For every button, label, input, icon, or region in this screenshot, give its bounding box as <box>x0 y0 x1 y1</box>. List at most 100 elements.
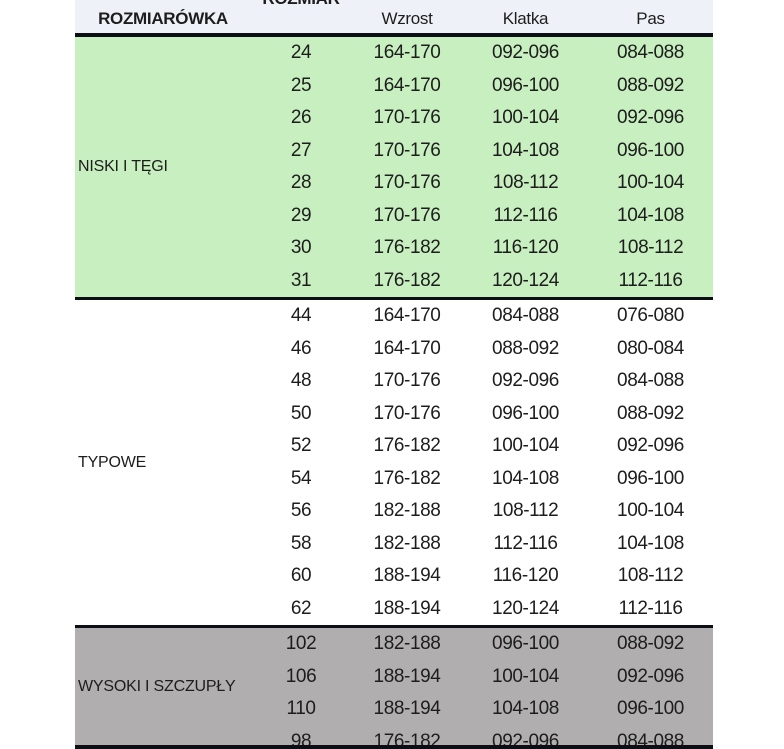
label-column-spacer <box>75 232 251 265</box>
table-row: 24 164-170 092-096 084-088 <box>75 37 713 70</box>
pas-cell: 108-112 <box>617 565 684 587</box>
size-cell: 58 <box>290 532 312 554</box>
label-column-spacer <box>75 693 251 726</box>
pas-cell: 084-088 <box>617 42 684 64</box>
klatka-cell: 116-120 <box>492 237 559 259</box>
size-cell: 28 <box>290 172 312 194</box>
wzrost-cell: 176-182 <box>373 467 441 489</box>
pas-cell: 084-088 <box>617 730 684 745</box>
pas-cell: 104-108 <box>617 204 684 226</box>
size-cell: 106 <box>285 665 317 687</box>
wzrost-cell: 182-188 <box>373 500 441 522</box>
pas-cell: 112-116 <box>618 597 683 619</box>
label-column-spacer <box>75 528 251 561</box>
header-rozmiar-cell: ROZMIAR <box>251 0 351 33</box>
table-row: 56 182-188 108-112 100-104 <box>75 495 713 528</box>
header-divider-rule <box>75 33 713 37</box>
size-cell: 44 <box>290 305 312 327</box>
table-row: 46 164-170 088-092 080-084 <box>75 333 713 366</box>
size-cell: 50 <box>290 402 312 424</box>
table-row: 52 176-182 100-104 092-096 <box>75 430 713 463</box>
size-cell: 54 <box>290 467 312 489</box>
label-column-spacer <box>75 333 251 366</box>
pas-cell: 088-092 <box>617 74 684 96</box>
table-row: 62 188-194 120-124 112-116 <box>75 593 713 626</box>
table-row: 29 170-176 112-116 104-108 <box>75 200 713 233</box>
klatka-cell: 100-104 <box>492 435 559 457</box>
size-cell: 98 <box>290 730 312 745</box>
bottom-rule <box>75 745 713 749</box>
klatka-cell: 104-108 <box>492 139 559 161</box>
klatka-cell: 112-116 <box>493 204 558 226</box>
section-label: TYPOWE <box>78 453 147 471</box>
table-row: 60 188-194 116-120 108-112 <box>75 560 713 593</box>
klatka-cell: 092-096 <box>492 370 559 392</box>
wzrost-cell: 164-170 <box>373 74 441 96</box>
size-cell: 102 <box>285 633 317 655</box>
header-rozmiar: ROZMIAR <box>262 0 340 9</box>
table-sections: NISKI I TĘGI 24 164-170 092-096 084-088 25 164… <box>75 37 713 745</box>
size-cell: 62 <box>290 597 312 619</box>
pas-cell: 080-084 <box>617 337 684 359</box>
pas-cell: 100-104 <box>617 172 684 194</box>
pas-cell: 104-108 <box>617 532 684 554</box>
pas-cell: 088-092 <box>617 633 684 655</box>
klatka-cell: 092-096 <box>492 42 559 64</box>
pas-cell: 092-096 <box>617 435 684 457</box>
pas-cell: 108-112 <box>617 237 684 259</box>
size-cell: 29 <box>290 204 312 226</box>
label-column-spacer <box>75 593 251 626</box>
table-row: 44 164-170 084-088 076-080 <box>75 300 713 333</box>
table-row: 58 182-188 112-116 104-108 <box>75 528 713 561</box>
wzrost-cell: 170-176 <box>373 402 441 424</box>
table-header-row: ROZMIARÓWKA ROZMIAR Wzrost Klatka Pas <box>75 0 713 33</box>
label-column-spacer <box>75 495 251 528</box>
table-row: 28 170-176 108-112 100-104 <box>75 167 713 200</box>
table-row: 31 176-182 120-124 112-116 <box>75 265 713 298</box>
table-row: 50 170-176 096-100 088-092 <box>75 398 713 431</box>
label-column-spacer <box>75 37 251 70</box>
pas-cell: 096-100 <box>617 698 684 720</box>
header-rozmiarowka: ROZMIARÓWKA <box>98 9 228 28</box>
table-row: 30 176-182 116-120 108-112 <box>75 232 713 265</box>
klatka-cell: 120-124 <box>492 597 559 619</box>
wzrost-cell: 170-176 <box>373 107 441 129</box>
size-cell: 27 <box>290 139 312 161</box>
table-row: 110 188-194 104-108 096-100 <box>75 693 713 726</box>
table-row: 102 182-188 096-100 088-092 <box>75 628 713 661</box>
label-column-spacer <box>75 102 251 135</box>
table-row: 25 164-170 096-100 088-092 <box>75 70 713 103</box>
size-cell: 31 <box>290 269 312 291</box>
size-cell: 52 <box>290 435 312 457</box>
pas-cell: 100-104 <box>617 500 684 522</box>
size-cell: 30 <box>290 237 312 259</box>
label-column-spacer <box>75 300 251 333</box>
label-column-spacer <box>75 70 251 103</box>
table-row: 48 170-176 092-096 084-088 <box>75 365 713 398</box>
size-cell: 48 <box>290 370 312 392</box>
klatka-cell: 116-120 <box>492 565 559 587</box>
table-row: 54 176-182 104-108 096-100 <box>75 463 713 496</box>
wzrost-cell: 176-182 <box>373 237 441 259</box>
section-label: WYSOKI I SZCZUPŁY <box>78 677 236 695</box>
section-label: NISKI I TĘGI <box>78 158 168 175</box>
wzrost-cell: 188-194 <box>373 665 441 687</box>
header-klatka: Klatka <box>502 9 549 28</box>
wzrost-cell: 176-182 <box>373 730 441 745</box>
klatka-cell: 096-100 <box>492 74 559 96</box>
klatka-cell: 120-124 <box>492 269 559 291</box>
label-column-spacer <box>75 398 251 431</box>
klatka-cell: 108-112 <box>492 172 559 194</box>
klatka-cell: 100-104 <box>492 107 559 129</box>
wzrost-cell: 188-194 <box>373 698 441 720</box>
klatka-cell: 104-108 <box>492 698 559 720</box>
pas-cell: 096-100 <box>617 139 684 161</box>
wzrost-cell: 176-182 <box>373 269 441 291</box>
section: TYPOWE 44 164-170 084-088 076-080 46 164-170 08… <box>75 300 713 625</box>
klatka-cell: 084-088 <box>492 305 559 327</box>
label-column-spacer <box>75 726 251 746</box>
label-column-spacer <box>75 365 251 398</box>
pas-cell: 096-100 <box>617 467 684 489</box>
pas-cell: 092-096 <box>617 107 684 129</box>
